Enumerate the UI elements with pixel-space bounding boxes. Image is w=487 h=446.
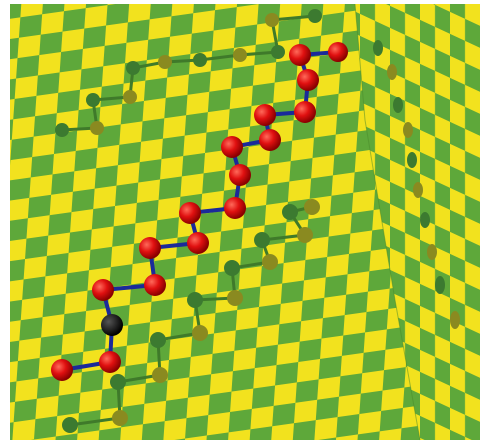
molecule-render — [0, 0, 487, 446]
page — [0, 0, 487, 446]
surface — [10, 4, 480, 440]
